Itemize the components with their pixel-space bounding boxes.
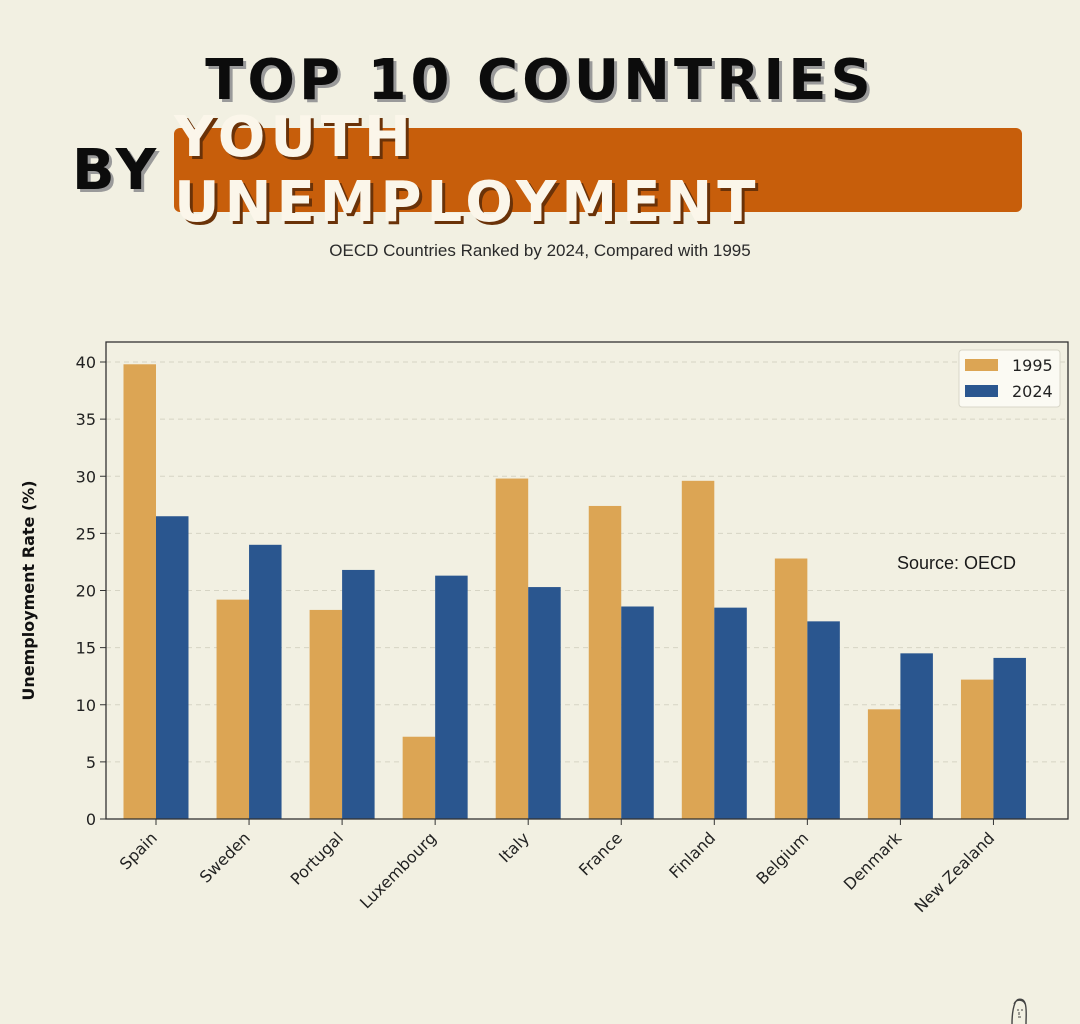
legend-swatch-1995 bbox=[965, 359, 998, 371]
y-tick-label: 25 bbox=[76, 524, 96, 543]
bar-1995-italy bbox=[495, 478, 529, 819]
x-tick-label: Belgium bbox=[752, 828, 812, 888]
y-tick-label: 35 bbox=[76, 410, 96, 429]
legend-label-2024: 2024 bbox=[1012, 382, 1053, 401]
bar-chart: 0 5 10 15 20 25 30 35 40 Spain Sweden Portugal Luxem… bbox=[19, 341, 1069, 916]
bar-2024-italy bbox=[528, 587, 561, 819]
y-tick-label: 5 bbox=[86, 753, 96, 772]
y-tick-label: 30 bbox=[76, 467, 96, 486]
bar-1995-portugal bbox=[309, 609, 343, 819]
bar-2024-spain bbox=[156, 516, 189, 819]
bar-2024-finland bbox=[714, 607, 747, 819]
bar-2024-new-zealand bbox=[993, 657, 1026, 819]
legend: 1995 2024 bbox=[958, 349, 1061, 408]
x-tick-label: Portugal bbox=[287, 828, 347, 888]
source-annotation: Source: OECD bbox=[897, 553, 1017, 573]
x-tick-label: Luxembourg bbox=[356, 828, 440, 912]
bar-1995-denmark bbox=[867, 709, 901, 819]
x-tick-label: Italy bbox=[495, 828, 533, 866]
y-tick-label: 10 bbox=[76, 696, 96, 715]
page-title-line2: BY YOUTH UNEMPLOYMENT bbox=[72, 105, 1023, 235]
y-tick-label: 0 bbox=[86, 810, 96, 829]
legend-swatch-2024 bbox=[965, 385, 998, 397]
y-tick-label: 15 bbox=[76, 639, 96, 658]
bar-2024-portugal bbox=[342, 569, 375, 819]
bar-1995-new-zealand bbox=[960, 679, 994, 819]
x-tick-label: New Zealand bbox=[910, 828, 998, 916]
y-axis-label: Unemployment Rate (%) bbox=[19, 480, 38, 700]
x-tick-label: Sweden bbox=[196, 828, 254, 886]
x-tick-label: Finland bbox=[665, 828, 719, 882]
bar-1995-france bbox=[588, 505, 622, 819]
bar-1995-finland bbox=[681, 480, 715, 819]
bar-1995-spain bbox=[123, 364, 156, 819]
bar-2024-france bbox=[621, 606, 654, 819]
title-highlight-banner: YOUTH UNEMPLOYMENT bbox=[174, 105, 1023, 235]
bust-logo-icon bbox=[1011, 998, 1027, 1024]
y-tick-label: 40 bbox=[76, 353, 96, 372]
bar-1995-sweden bbox=[216, 599, 250, 819]
bar-2024-sweden bbox=[249, 544, 282, 819]
x-tick-label: Denmark bbox=[840, 828, 906, 894]
y-tick-label: 20 bbox=[76, 582, 96, 601]
title-by: BY bbox=[72, 137, 161, 203]
page-title-line1: TOP 10 COUNTRIES bbox=[205, 48, 875, 113]
plot-frame bbox=[105, 341, 1069, 820]
x-tick-label: Spain bbox=[116, 828, 161, 873]
legend-label-1995: 1995 bbox=[1012, 356, 1053, 375]
bar-1995-luxembourg bbox=[402, 736, 436, 819]
bar-2024-belgium bbox=[807, 621, 840, 819]
bar-1995-belgium bbox=[774, 558, 808, 819]
page-subtitle: OECD Countries Ranked by 2024, Compared … bbox=[329, 241, 751, 260]
bar-2024-luxembourg bbox=[435, 575, 468, 819]
bar-2024-denmark bbox=[900, 653, 933, 819]
x-tick-label: France bbox=[575, 828, 626, 879]
